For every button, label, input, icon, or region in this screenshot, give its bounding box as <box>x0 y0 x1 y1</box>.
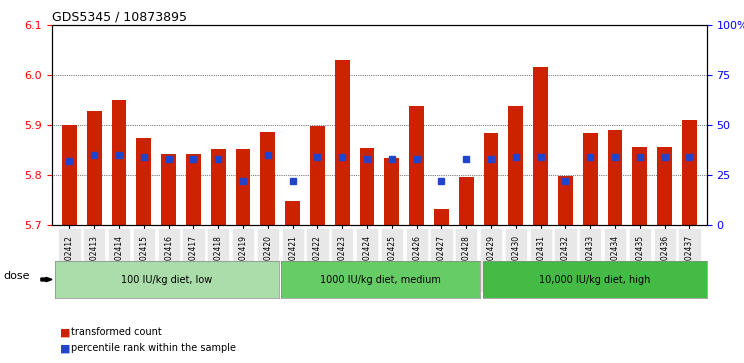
Bar <box>161 154 176 225</box>
Bar <box>87 111 102 225</box>
Bar <box>484 133 498 225</box>
Bar <box>335 60 350 225</box>
Bar <box>285 201 300 225</box>
Bar <box>236 149 251 225</box>
Bar <box>385 158 400 225</box>
Bar <box>112 100 126 225</box>
Bar <box>310 126 325 225</box>
Bar <box>62 125 77 225</box>
Text: 1000 IU/kg diet, medium: 1000 IU/kg diet, medium <box>320 274 441 285</box>
Bar <box>359 148 374 225</box>
Bar <box>558 176 573 225</box>
Text: dose: dose <box>4 271 31 281</box>
Bar <box>508 106 523 225</box>
Bar <box>409 106 424 225</box>
Text: 100 IU/kg diet, low: 100 IU/kg diet, low <box>121 274 212 285</box>
Text: 10,000 IU/kg diet, high: 10,000 IU/kg diet, high <box>539 274 650 285</box>
Text: ■: ■ <box>60 327 70 337</box>
Bar <box>434 209 449 225</box>
Text: percentile rank within the sample: percentile rank within the sample <box>71 343 236 354</box>
Bar <box>211 149 225 225</box>
Bar <box>533 67 548 225</box>
Text: transformed count: transformed count <box>71 327 161 337</box>
Bar <box>608 130 623 225</box>
Bar <box>186 154 201 225</box>
Bar <box>682 120 697 225</box>
Bar <box>459 177 474 225</box>
Bar <box>136 138 151 225</box>
Text: GDS5345 / 10873895: GDS5345 / 10873895 <box>52 11 187 24</box>
Text: ■: ■ <box>60 343 70 354</box>
Bar <box>260 132 275 225</box>
Bar <box>632 147 647 225</box>
Bar <box>583 133 597 225</box>
Bar <box>657 147 672 225</box>
